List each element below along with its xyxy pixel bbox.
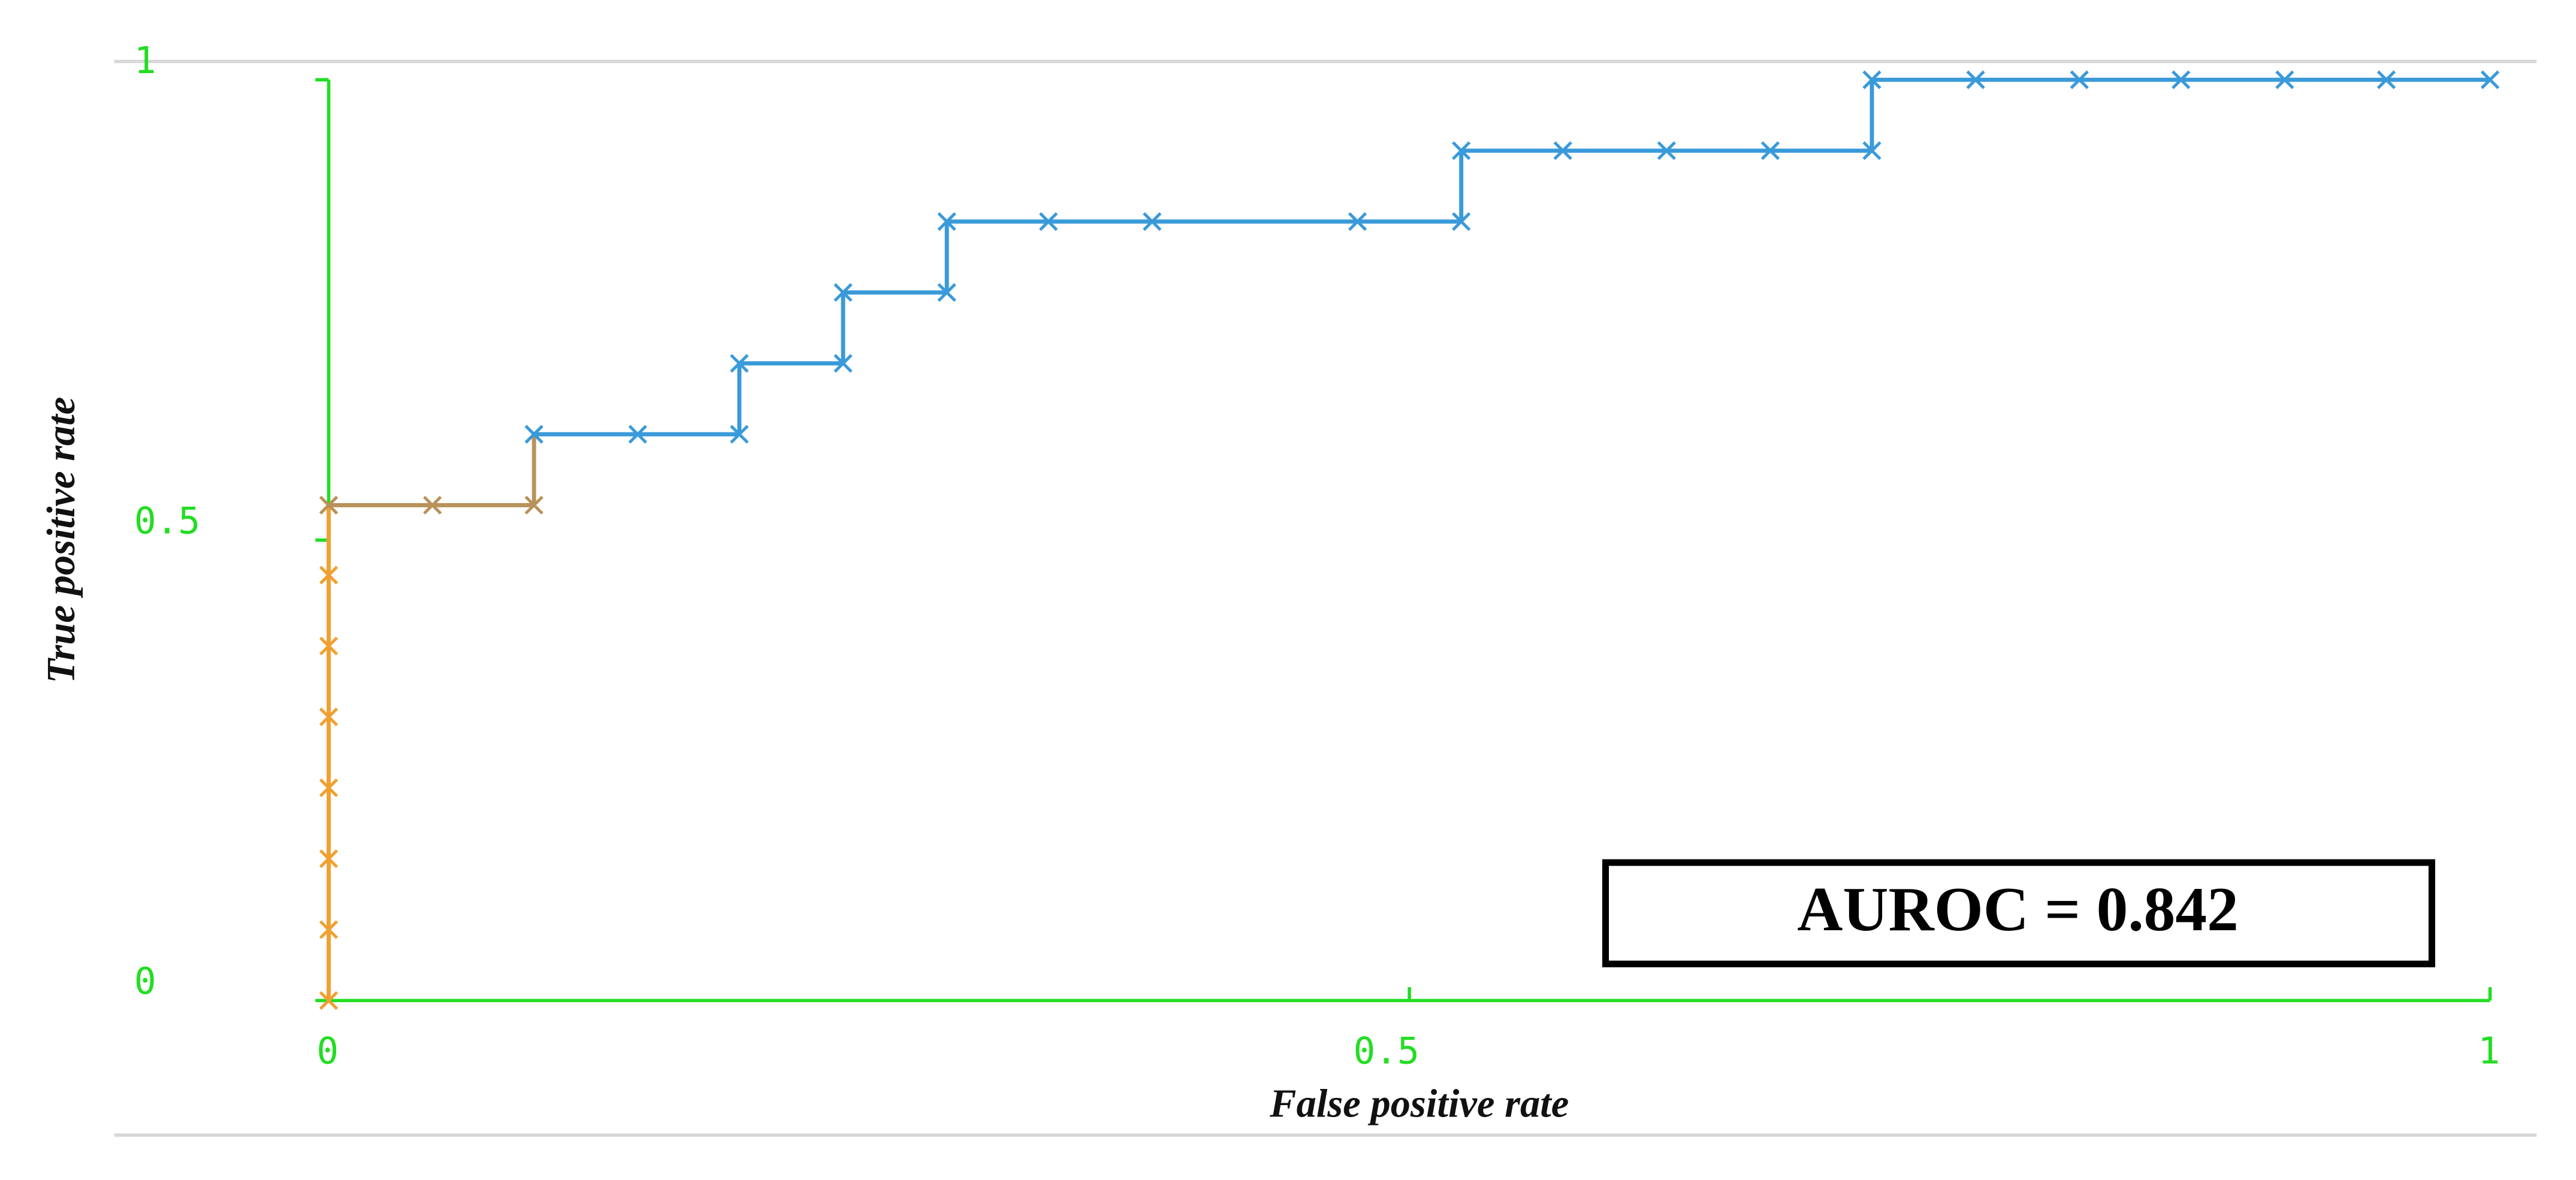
roc-point xyxy=(319,636,339,656)
x-tick-label: 0 xyxy=(316,1030,339,1073)
roc-point xyxy=(937,212,956,231)
x-axis-title: False positive rate xyxy=(1269,1082,1569,1126)
roc-point xyxy=(1143,212,1162,231)
roc-point xyxy=(628,425,647,444)
annotation: AUROC = 0.842 xyxy=(1797,874,2239,944)
roc-point xyxy=(2172,70,2191,89)
roc-point xyxy=(2376,70,2396,89)
roc-line xyxy=(328,434,536,507)
roc-point xyxy=(1039,212,1058,231)
roc-point xyxy=(423,495,442,515)
roc-point xyxy=(319,849,339,869)
roc-point xyxy=(2070,70,2089,89)
roc-point xyxy=(319,707,339,727)
roc-point xyxy=(1657,141,1676,161)
roc-point xyxy=(730,425,749,444)
y-tick-label: 1 xyxy=(134,40,156,82)
roc-point xyxy=(1760,141,1780,161)
roc-point xyxy=(1862,141,1882,161)
roc-point xyxy=(1966,70,1985,89)
roc-point xyxy=(1553,141,1572,161)
roc-point xyxy=(319,920,339,939)
roc-point xyxy=(730,353,749,373)
annotation-box xyxy=(1602,859,2436,967)
roc-point xyxy=(937,283,956,302)
roc-point xyxy=(319,495,339,515)
roc-point xyxy=(319,565,339,585)
roc-line xyxy=(534,77,2490,437)
roc-point xyxy=(1348,212,1367,231)
y-tick-label: 0.5 xyxy=(134,500,200,543)
x-tick-label: 1 xyxy=(2478,1030,2500,1073)
y-tick-label: 0 xyxy=(134,960,156,1003)
roc-point xyxy=(319,778,339,797)
y-axis-title: True positive rate xyxy=(40,397,83,683)
roc-point xyxy=(1451,212,1471,231)
roc-point xyxy=(2480,70,2500,89)
roc-point xyxy=(1451,141,1471,161)
roc-point xyxy=(1862,70,1882,89)
roc-point xyxy=(2275,70,2294,89)
x-tick-label: 0.5 xyxy=(1353,1030,1419,1073)
roc-point xyxy=(524,495,543,515)
roc-point xyxy=(524,425,543,444)
roc-point xyxy=(833,353,853,373)
roc-point xyxy=(319,991,339,1010)
roc-point xyxy=(833,283,853,302)
